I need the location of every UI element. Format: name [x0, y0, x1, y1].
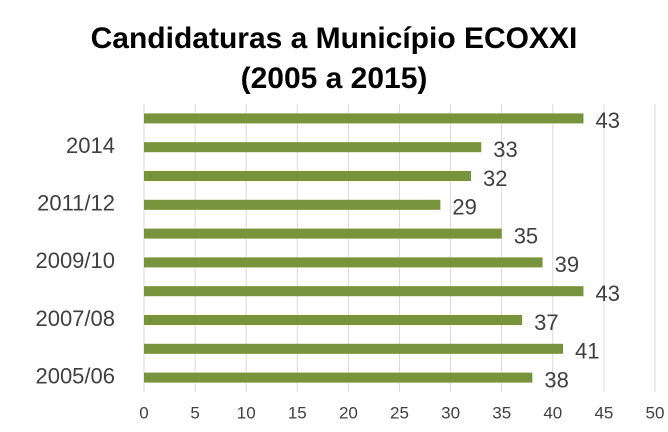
bar	[144, 257, 543, 268]
value-label: 41	[575, 339, 599, 364]
x-tick-label: 40	[543, 403, 562, 422]
value-label: 38	[544, 367, 568, 392]
bar	[144, 199, 441, 210]
y-tick-label: 2014	[66, 133, 115, 158]
x-tick-label: 10	[237, 403, 256, 422]
value-label: 37	[534, 310, 558, 335]
value-label: 29	[452, 195, 476, 220]
x-tick-label: 0	[139, 403, 148, 422]
value-label: 43	[595, 281, 619, 306]
x-tick-label: 20	[339, 403, 358, 422]
bar	[144, 113, 584, 124]
x-tick-label: 5	[190, 403, 199, 422]
bar	[144, 171, 472, 181]
y-tick-label: 2007/08	[35, 306, 115, 331]
x-tick-label: 30	[441, 403, 460, 422]
bar	[144, 286, 584, 297]
x-tick-label: 35	[492, 403, 511, 422]
chart-title: Candidaturas a Município ECOXXI	[91, 22, 578, 55]
x-tick-label: 15	[288, 403, 307, 422]
bar	[144, 142, 482, 153]
x-tick-label: 25	[390, 403, 409, 422]
bar	[144, 372, 533, 383]
y-tick-label: 2009/10	[35, 248, 115, 273]
chart-subtitle: (2005 a 2015)	[241, 62, 428, 95]
value-label: 39	[555, 252, 579, 277]
y-tick-label: 2005/06	[35, 363, 115, 388]
y-tick-label: 2011/12	[37, 191, 115, 216]
bar	[144, 228, 502, 239]
x-tick-label: 45	[594, 403, 613, 422]
value-label: 33	[493, 137, 517, 162]
value-label: 32	[483, 166, 507, 191]
value-label: 35	[514, 223, 538, 248]
x-tick-label: 50	[646, 403, 665, 422]
value-label: 43	[595, 108, 619, 133]
bar	[144, 315, 523, 325]
bar	[144, 343, 564, 354]
